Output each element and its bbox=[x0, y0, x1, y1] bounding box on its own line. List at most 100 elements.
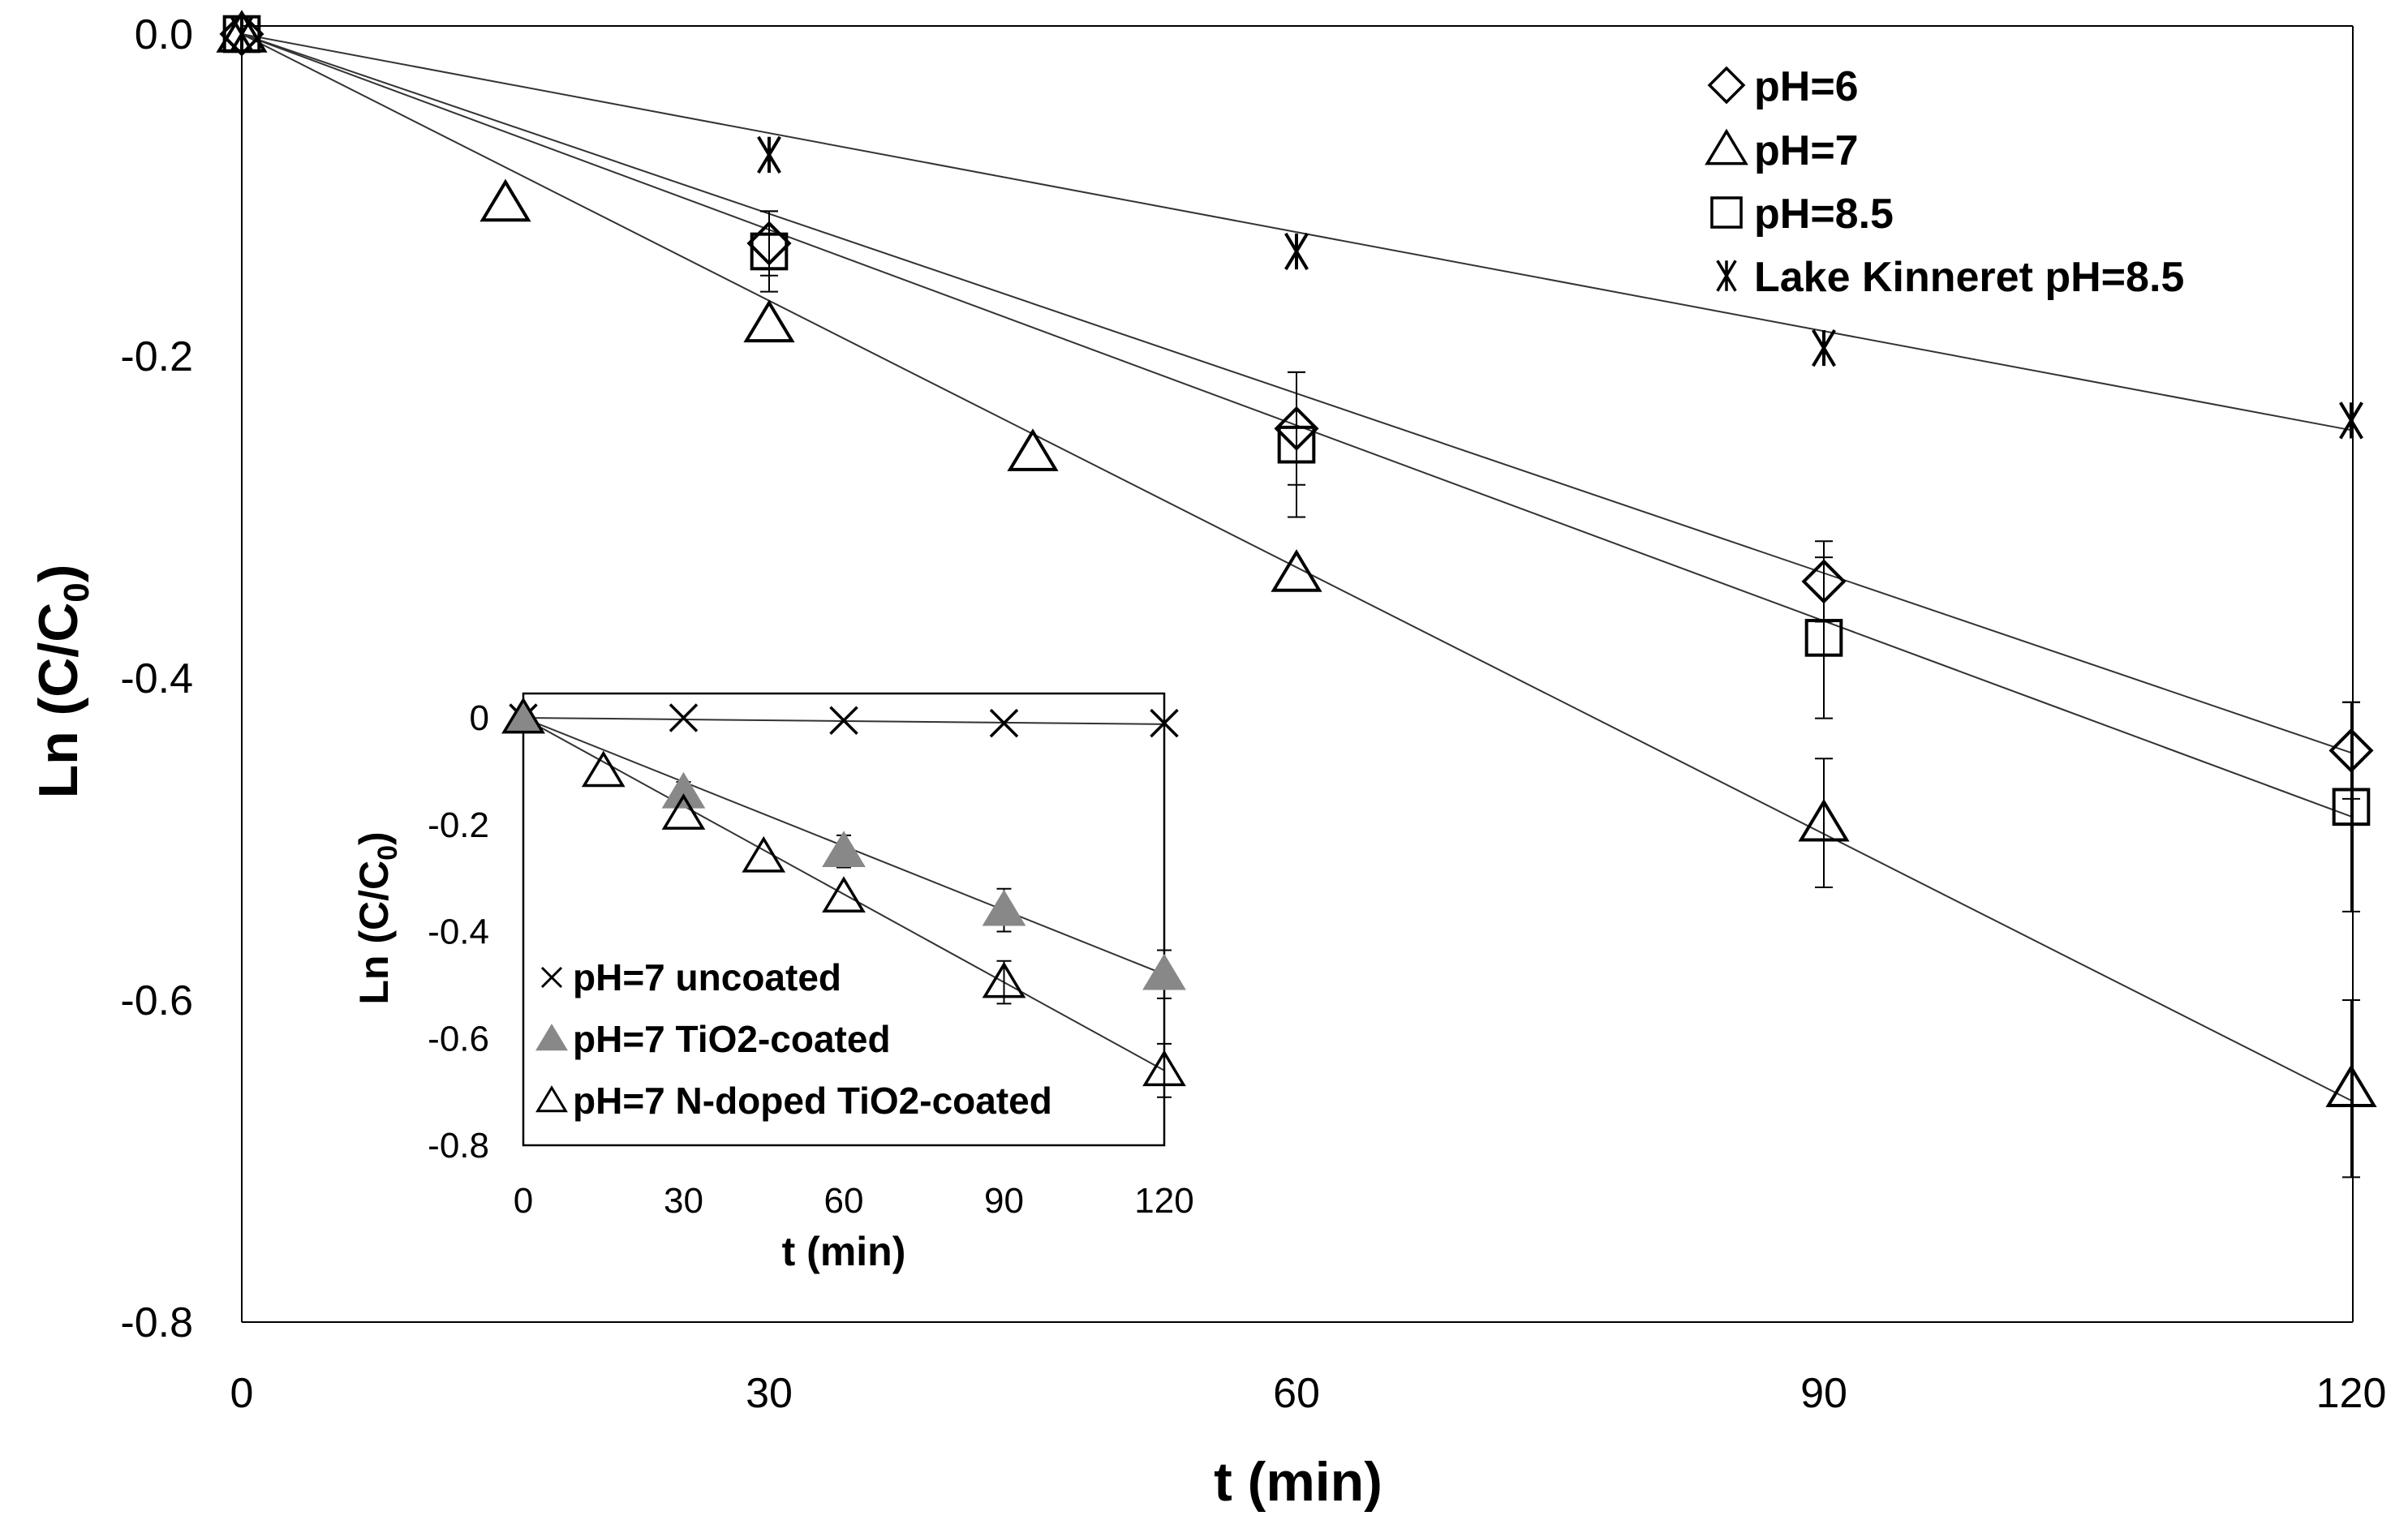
main-error-bar bbox=[1288, 371, 1305, 518]
inset-x-tick-label: 120 bbox=[1134, 1181, 1193, 1221]
inset-point-filled-triangle bbox=[822, 831, 866, 868]
legend-square-icon bbox=[1710, 196, 1743, 229]
inset-point-x bbox=[669, 703, 699, 732]
main-point-triangle bbox=[1271, 549, 1322, 592]
main-tick-labels: 0 30 60 90 120 0.0 -0.2 -0.4 -0.6 -0.8 bbox=[120, 11, 2386, 1417]
inset-tick-labels: 0 30 60 90 120 0 -0.2 -0.4 -0.6 -0.8 bbox=[428, 698, 1194, 1221]
main-y-axis-title-main: Ln (C/C bbox=[28, 603, 89, 799]
main-point-triangle bbox=[1007, 428, 1059, 471]
inset-legend-x-icon bbox=[540, 966, 563, 989]
main-fit-line-3 bbox=[241, 33, 2352, 432]
main-error-bar bbox=[2342, 999, 2360, 1179]
main-x-axis-title: t (min) bbox=[1214, 1451, 1382, 1513]
inset-x-tick-label: 30 bbox=[664, 1181, 703, 1221]
inset-point-triangle bbox=[982, 961, 1026, 998]
inset-x-tick-label: 0 bbox=[514, 1181, 533, 1221]
inset-x-tick-label: 60 bbox=[824, 1181, 864, 1221]
legend-asterisk-icon bbox=[1716, 260, 1737, 292]
main-y-axis-title: Ln (C/C0) bbox=[28, 565, 97, 799]
inset-point-triangle bbox=[581, 750, 626, 788]
main-point-triangle bbox=[479, 178, 531, 222]
legend-triangle-icon bbox=[1705, 128, 1748, 165]
main-y-tick-label: -0.6 bbox=[120, 977, 193, 1024]
inset-point-x bbox=[1150, 708, 1179, 738]
inset-point-filled-triangle bbox=[982, 889, 1026, 926]
inset-point-x bbox=[829, 706, 858, 736]
main-point-square bbox=[2332, 788, 2371, 827]
main-point-square bbox=[1277, 425, 1316, 464]
inset-legend-filled-triangle-icon bbox=[535, 1024, 568, 1051]
inset-point-triangle bbox=[822, 876, 866, 913]
inset-legend-label-ndoped: pH=7 N-doped TiO2-coated bbox=[573, 1080, 1052, 1122]
legend-label-kinneret: Lake Kinneret pH=8.5 bbox=[1754, 254, 2184, 301]
main-point-diamond bbox=[1274, 406, 1319, 451]
inset-legend-entry-uncoated: pH=7 uncoated bbox=[540, 956, 841, 998]
inset-legend-x-icon bbox=[540, 966, 563, 989]
main-points bbox=[216, 10, 2377, 1107]
inset-y-tick-label: -0.4 bbox=[428, 912, 489, 952]
main-y-axis-title-sub: 0 bbox=[57, 582, 97, 602]
inset-plot: 0 30 60 90 120 0 -0.2 -0.4 -0.6 -0.8 t (min) Ln (… bbox=[351, 692, 1194, 1274]
main-y-tick-label: -0.4 bbox=[120, 655, 193, 702]
legend-entry-ph85: pH=8.5 bbox=[1710, 191, 1894, 238]
legend-asterisk-icon bbox=[1716, 260, 1737, 292]
main-y-tick-label: -0.2 bbox=[120, 333, 193, 380]
main-x-tick-label: 30 bbox=[746, 1370, 793, 1417]
legend-diamond-icon bbox=[1707, 66, 1746, 105]
inset-y-axis-title: Ln (C/C0) bbox=[351, 831, 403, 1004]
inset-point-filled-triangle bbox=[1142, 953, 1186, 990]
legend-label-ph6: pH=6 bbox=[1754, 63, 1859, 110]
main-y-axis-title-close: ) bbox=[28, 565, 89, 583]
inset-y-tick-label: -0.6 bbox=[428, 1019, 489, 1058]
legend-entry-kinneret: Lake Kinneret pH=8.5 bbox=[1716, 254, 2184, 301]
main-point-triangle bbox=[2325, 1064, 2377, 1107]
inset-point-filled-triangle bbox=[661, 771, 706, 809]
legend-entry-ph6: pH=6 bbox=[1707, 63, 1859, 110]
inset-point-x bbox=[989, 708, 1019, 738]
main-point-square bbox=[1804, 619, 1843, 657]
inset-legend-entry-tio2: pH=7 TiO2-coated bbox=[535, 1018, 891, 1060]
inset-point-triangle bbox=[501, 697, 545, 734]
main-axes bbox=[241, 25, 2354, 1323]
main-error-bar bbox=[2342, 701, 2360, 912]
inset-y-tick-label: -0.8 bbox=[428, 1126, 489, 1166]
main-point-asterisk bbox=[1284, 232, 1309, 271]
main-point-diamond bbox=[219, 11, 264, 57]
inset-y-axis-title-main: Ln (C/C bbox=[351, 861, 397, 1005]
inset-legend-triangle-icon bbox=[535, 1085, 568, 1113]
main-plot: 0 30 60 90 120 0.0 -0.2 -0.4 -0.6 -0.8 t (min) Ln… bbox=[28, 10, 2386, 1513]
inset-point-triangle bbox=[661, 793, 706, 830]
inset-y-axis-title-sub: 0 bbox=[372, 845, 403, 861]
legend-entry-ph7: pH=7 bbox=[1705, 127, 1859, 174]
inset-legend-filled-triangle-icon bbox=[535, 1024, 568, 1051]
inset-legend-label-tio2: pH=7 TiO2-coated bbox=[573, 1018, 891, 1060]
inset-x-axis-title: t (min) bbox=[782, 1229, 906, 1274]
main-y-tick-label: 0.0 bbox=[135, 11, 193, 58]
inset-axes bbox=[522, 692, 1166, 1147]
main-legend: pH=6 pH=7 pH=8.5 Lake Kinneret pH=8.5 bbox=[1705, 63, 2184, 301]
inset-fit-line-2 bbox=[522, 717, 1165, 1071]
main-x-tick-label: 120 bbox=[2316, 1370, 2387, 1417]
main-point-square bbox=[750, 232, 789, 271]
legend-triangle-icon bbox=[1705, 128, 1748, 165]
main-point-asterisk bbox=[230, 15, 254, 54]
inset-point-triangle bbox=[1142, 1050, 1186, 1087]
legend-diamond-icon bbox=[1707, 66, 1746, 105]
main-error-bar bbox=[1815, 758, 1833, 889]
legend-square-icon bbox=[1710, 196, 1743, 229]
main-point-asterisk bbox=[757, 135, 781, 174]
inset-x-tick-label: 90 bbox=[984, 1181, 1024, 1221]
main-x-tick-label: 0 bbox=[230, 1370, 254, 1417]
legend-label-ph7: pH=7 bbox=[1754, 127, 1859, 174]
inset-y-tick-label: 0 bbox=[470, 698, 489, 738]
inset-legend-triangle-icon bbox=[535, 1085, 568, 1113]
main-x-tick-label: 60 bbox=[1273, 1370, 1320, 1417]
main-fit-line-1 bbox=[241, 33, 2352, 1101]
inset-legend: pH=7 uncoated pH=7 TiO2-coated pH=7 N-do… bbox=[535, 956, 1052, 1122]
main-error-bar bbox=[1815, 556, 1833, 719]
main-point-asterisk bbox=[2339, 401, 2363, 440]
inset-legend-label-uncoated: pH=7 uncoated bbox=[573, 956, 841, 998]
inset-frame bbox=[522, 692, 1166, 1147]
